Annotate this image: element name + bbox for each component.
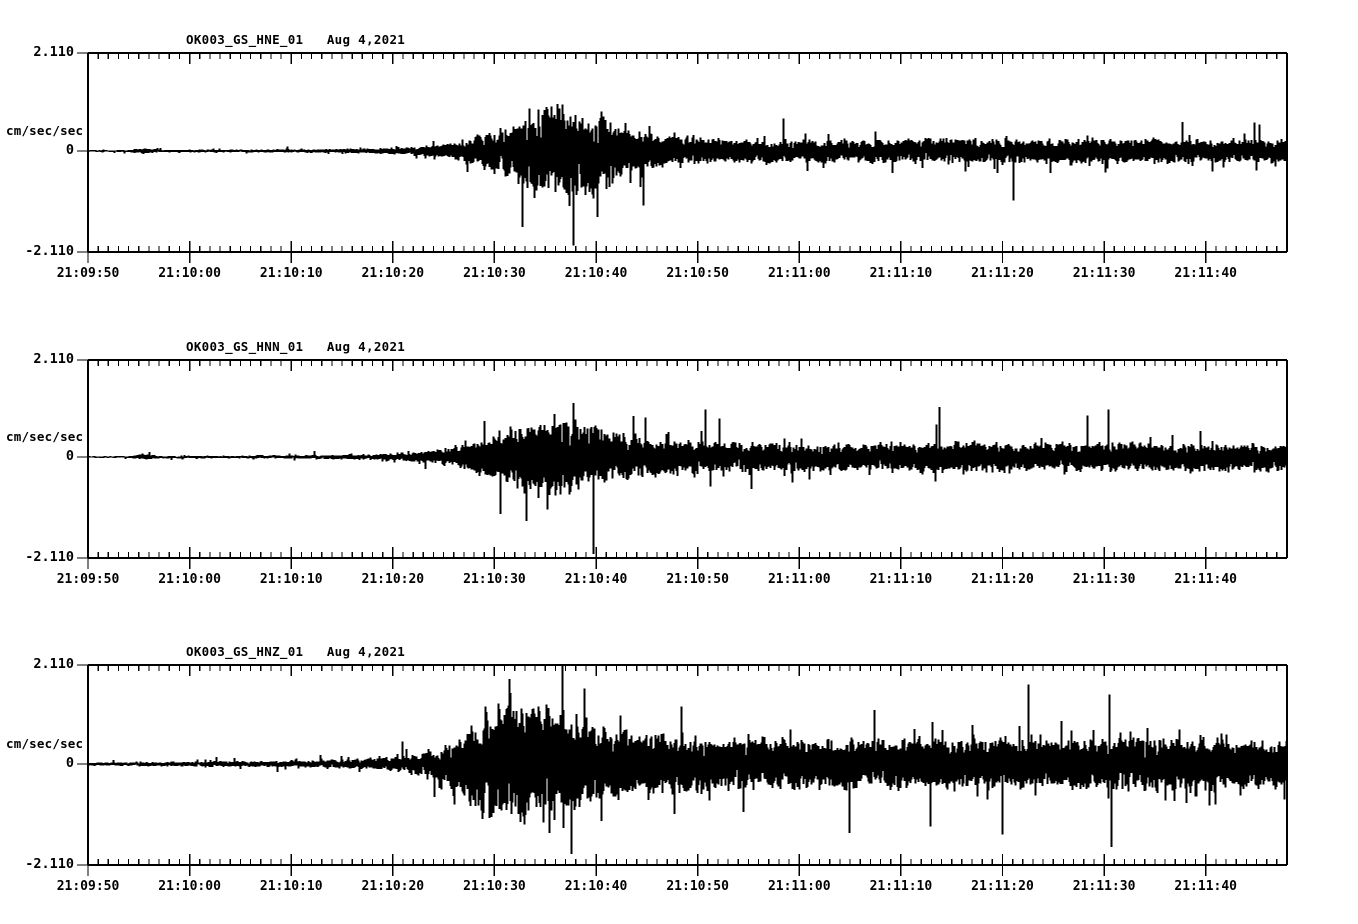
x-tick-label: 21:11:10 <box>869 572 933 587</box>
x-tick-label: 21:10:20 <box>361 572 425 587</box>
x-tick-label: 21:11:20 <box>971 572 1034 587</box>
y-tick-label: 0 <box>65 755 74 771</box>
plot-title: OK003_GS_HNE_01 Aug 4,2021 <box>186 32 406 47</box>
x-tick-label: 21:11:00 <box>767 879 831 894</box>
x-tick-label: 21:11:10 <box>869 266 933 281</box>
x-tick-label: 21:09:50 <box>56 266 120 281</box>
axis-frame <box>87 359 1288 559</box>
x-tick-label: 21:09:50 <box>56 572 120 587</box>
y-tick-label: -2.110 <box>25 856 74 872</box>
y-tick-label: 2.110 <box>33 351 74 367</box>
x-tick-label: 21:10:00 <box>158 879 221 894</box>
axis-frame <box>87 664 1288 866</box>
x-tick-label: 21:11:20 <box>971 879 1034 894</box>
x-tick-label: 21:11:00 <box>767 572 831 587</box>
axis-frame <box>87 52 1288 253</box>
y-axis-unit-label: cm/sec/sec <box>6 429 84 444</box>
y-tick-label: 2.110 <box>33 656 74 672</box>
waveform-trace <box>87 402 1288 555</box>
x-tick-label: 21:10:40 <box>564 266 628 281</box>
y-tick-label: 0 <box>65 448 74 464</box>
x-tick-label: 21:11:30 <box>1072 266 1136 281</box>
y-axis-unit-label: cm/sec/sec <box>6 736 84 751</box>
y-axis-ticks <box>77 52 88 253</box>
y-axis-unit-label: cm/sec/sec <box>6 123 84 138</box>
x-tick-label: 21:11:20 <box>971 266 1034 281</box>
y-axis-ticks <box>77 359 88 559</box>
x-tick-label: 21:10:50 <box>666 266 729 281</box>
x-tick-label: 21:10:30 <box>463 572 526 587</box>
x-axis-ticks <box>87 360 1288 569</box>
x-tick-label: 21:10:30 <box>463 266 526 281</box>
x-tick-label: 21:10:10 <box>259 266 323 281</box>
x-tick-label: 21:10:50 <box>666 879 729 894</box>
x-tick-label: 21:10:40 <box>564 879 628 894</box>
x-tick-label: 21:09:50 <box>56 879 120 894</box>
x-tick-label: 21:10:30 <box>463 879 526 894</box>
x-tick-label: 21:11:40 <box>1174 879 1238 894</box>
y-tick-label: -2.110 <box>25 243 74 259</box>
x-tick-label: 21:10:50 <box>666 572 729 587</box>
plot-title: OK003_GS_HNZ_01 Aug 4,2021 <box>186 644 406 659</box>
y-axis-ticks <box>77 664 88 866</box>
x-axis-ticks <box>87 665 1288 876</box>
y-tick-label: 2.110 <box>33 44 74 60</box>
x-tick-label: 21:10:20 <box>361 266 425 281</box>
x-tick-label: 21:11:30 <box>1072 879 1136 894</box>
x-tick-label: 21:11:40 <box>1174 572 1238 587</box>
plot-title: OK003_GS_HNN_01 Aug 4,2021 <box>186 339 406 354</box>
x-tick-label: 21:11:00 <box>767 266 831 281</box>
x-tick-label: 21:10:20 <box>361 879 425 894</box>
x-tick-label: 21:11:10 <box>869 879 933 894</box>
x-tick-label: 21:10:00 <box>158 266 221 281</box>
y-tick-label: -2.110 <box>25 549 74 565</box>
x-tick-label: 21:11:30 <box>1072 572 1136 587</box>
x-tick-label: 21:10:10 <box>259 572 323 587</box>
x-tick-label: 21:11:40 <box>1174 266 1238 281</box>
x-tick-label: 21:10:10 <box>259 879 323 894</box>
x-tick-label: 21:10:00 <box>158 572 221 587</box>
waveform-trace <box>87 666 1288 855</box>
waveform-trace <box>87 104 1288 246</box>
x-tick-label: 21:10:40 <box>564 572 628 587</box>
y-tick-label: 0 <box>65 142 74 158</box>
x-axis-ticks <box>87 53 1288 263</box>
